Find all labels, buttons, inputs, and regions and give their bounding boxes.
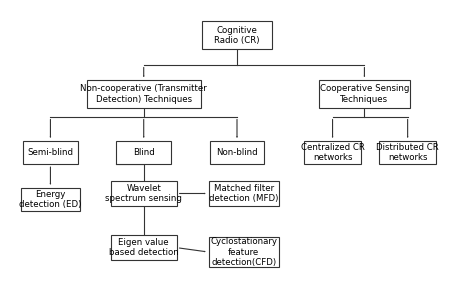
- Text: Wavelet
spectrum sensing: Wavelet spectrum sensing: [105, 184, 182, 203]
- Text: Blind: Blind: [133, 148, 155, 157]
- FancyBboxPatch shape: [319, 80, 410, 108]
- FancyBboxPatch shape: [117, 141, 171, 164]
- FancyBboxPatch shape: [87, 80, 201, 108]
- Text: Semi-blind: Semi-blind: [27, 148, 73, 157]
- FancyBboxPatch shape: [209, 237, 279, 267]
- Text: Centralized CR
networks: Centralized CR networks: [301, 143, 365, 162]
- Text: Non-cooperative (Transmitter
Detection) Techniques: Non-cooperative (Transmitter Detection) …: [80, 84, 207, 104]
- FancyBboxPatch shape: [210, 141, 264, 164]
- FancyBboxPatch shape: [379, 141, 436, 164]
- Text: Eigen value
based detection: Eigen value based detection: [109, 238, 179, 257]
- Text: Energy
detection (ED): Energy detection (ED): [19, 190, 82, 209]
- Text: Cognitive
Radio (CR): Cognitive Radio (CR): [214, 26, 260, 45]
- Text: Distributed CR
networks: Distributed CR networks: [376, 143, 439, 162]
- Text: Cyclostationary
feature
detection(CFD): Cyclostationary feature detection(CFD): [210, 237, 277, 267]
- FancyBboxPatch shape: [209, 181, 279, 206]
- FancyBboxPatch shape: [202, 21, 272, 49]
- Text: Non-blind: Non-blind: [216, 148, 258, 157]
- FancyBboxPatch shape: [111, 235, 177, 260]
- FancyBboxPatch shape: [23, 141, 78, 164]
- Text: Matched filter
detection (MFD): Matched filter detection (MFD): [209, 184, 279, 203]
- FancyBboxPatch shape: [304, 141, 361, 164]
- FancyBboxPatch shape: [21, 188, 80, 211]
- FancyBboxPatch shape: [111, 181, 177, 206]
- Text: Cooperative Sensing
Techniques: Cooperative Sensing Techniques: [320, 84, 409, 104]
